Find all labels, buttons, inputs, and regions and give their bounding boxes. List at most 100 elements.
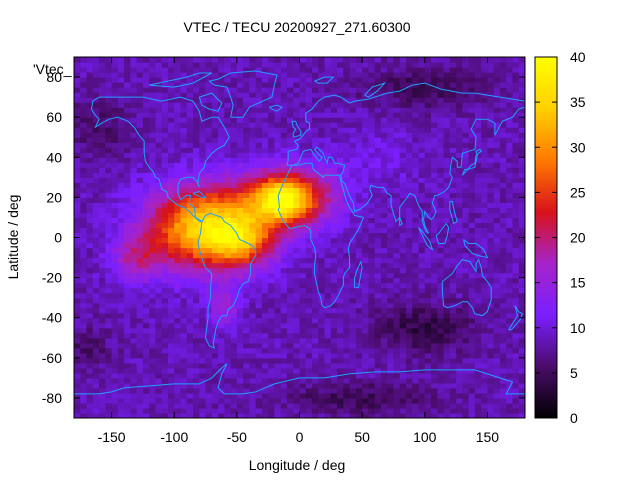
heatmap-cell xyxy=(180,197,188,203)
heatmap-cell xyxy=(286,107,294,113)
heatmap-cell xyxy=(312,362,319,369)
heatmap-cell xyxy=(431,87,438,93)
heatmap-cell xyxy=(211,307,219,314)
heatmap-cell xyxy=(218,382,225,389)
heatmap-cell xyxy=(299,397,307,404)
heatmap-cell xyxy=(424,142,432,148)
heatmap-cell xyxy=(86,117,94,123)
heatmap-cell xyxy=(186,72,194,78)
heatmap-cell xyxy=(424,362,432,369)
heatmap-cell xyxy=(337,117,344,123)
heatmap-cell xyxy=(493,312,501,319)
heatmap-cell xyxy=(180,322,188,329)
heatmap-cell xyxy=(362,227,369,234)
heatmap-cell xyxy=(468,292,476,299)
heatmap-cell xyxy=(130,377,138,384)
heatmap-cell xyxy=(380,252,388,259)
heatmap-cell xyxy=(130,72,138,78)
heatmap-cell xyxy=(142,197,150,203)
heatmap-cell xyxy=(236,267,244,274)
heatmap-cell xyxy=(261,167,269,173)
heatmap-cell xyxy=(211,172,219,178)
heatmap-cell xyxy=(218,162,225,168)
heatmap-cell xyxy=(161,252,169,259)
heatmap-cell xyxy=(211,397,219,404)
heatmap-cell xyxy=(167,407,175,414)
heatmap-cell xyxy=(124,62,131,68)
heatmap-cell xyxy=(142,272,150,279)
heatmap-cell xyxy=(418,92,426,98)
heatmap-cell xyxy=(449,297,457,304)
heatmap-cell xyxy=(499,397,507,404)
heatmap-cell xyxy=(499,227,507,234)
heatmap-cell xyxy=(224,252,232,259)
heatmap-cell xyxy=(243,377,250,384)
heatmap-cell xyxy=(155,222,163,229)
heatmap-cell xyxy=(399,252,407,259)
heatmap-cell xyxy=(437,197,445,203)
heatmap-cell xyxy=(337,357,344,364)
heatmap-cell xyxy=(493,267,501,274)
heatmap-cell xyxy=(299,202,307,209)
heatmap-cell xyxy=(80,212,88,219)
heatmap-cell xyxy=(205,217,213,224)
heatmap-cell xyxy=(230,197,238,203)
heatmap-cell xyxy=(249,92,257,98)
heatmap-cell xyxy=(249,62,257,68)
heatmap-cell xyxy=(261,112,269,118)
heatmap-cell xyxy=(380,402,388,409)
heatmap-cell xyxy=(399,147,407,153)
heatmap-cell xyxy=(299,137,307,143)
heatmap-cell xyxy=(230,287,238,294)
heatmap-cell xyxy=(105,302,113,309)
heatmap-cell xyxy=(249,167,257,173)
heatmap-cell xyxy=(481,62,489,68)
heatmap-cell xyxy=(268,97,276,103)
heatmap-cell xyxy=(130,122,138,128)
heatmap-cell xyxy=(293,357,301,364)
heatmap-cell xyxy=(487,62,495,68)
heatmap-cell xyxy=(418,317,426,324)
heatmap-cell xyxy=(117,157,125,163)
heatmap-cell xyxy=(142,392,150,399)
heatmap-cell xyxy=(199,277,207,284)
heatmap-cell xyxy=(86,112,94,118)
heatmap-cell xyxy=(124,302,131,309)
heatmap-cell xyxy=(443,77,451,83)
heatmap-cell xyxy=(456,197,463,203)
heatmap-cell xyxy=(374,172,382,178)
heatmap-cell xyxy=(405,197,413,203)
heatmap-cell xyxy=(186,162,194,168)
heatmap-cell xyxy=(499,302,507,309)
heatmap-cell xyxy=(205,262,213,269)
heatmap-cell xyxy=(255,382,263,389)
heatmap-cell xyxy=(193,157,200,163)
heatmap-cell xyxy=(174,292,182,299)
heatmap-cell xyxy=(393,292,401,299)
heatmap-cell xyxy=(105,272,113,279)
heatmap-cell xyxy=(437,112,445,118)
heatmap-cell xyxy=(261,252,269,259)
heatmap-cell xyxy=(111,412,119,418)
heatmap-cell xyxy=(312,412,319,418)
heatmap-cell xyxy=(230,172,238,178)
heatmap-cell xyxy=(255,62,263,68)
heatmap-cell xyxy=(124,97,131,103)
heatmap-cell xyxy=(443,167,451,173)
heatmap-cell xyxy=(80,57,88,63)
heatmap-cell xyxy=(468,82,476,88)
heatmap-cell xyxy=(211,322,219,329)
heatmap-cell xyxy=(111,297,119,304)
heatmap-cell xyxy=(280,107,288,113)
heatmap-cell xyxy=(92,202,100,209)
heatmap-cell xyxy=(374,277,382,284)
heatmap-cell xyxy=(443,282,451,289)
heatmap-cell xyxy=(261,312,269,319)
heatmap-cell xyxy=(349,207,357,214)
heatmap-cell xyxy=(174,412,182,418)
heatmap-cell xyxy=(293,82,301,88)
heatmap-cell xyxy=(349,102,357,108)
heatmap-cell xyxy=(186,347,194,354)
heatmap-cell xyxy=(224,402,232,409)
heatmap-cell xyxy=(443,187,451,193)
